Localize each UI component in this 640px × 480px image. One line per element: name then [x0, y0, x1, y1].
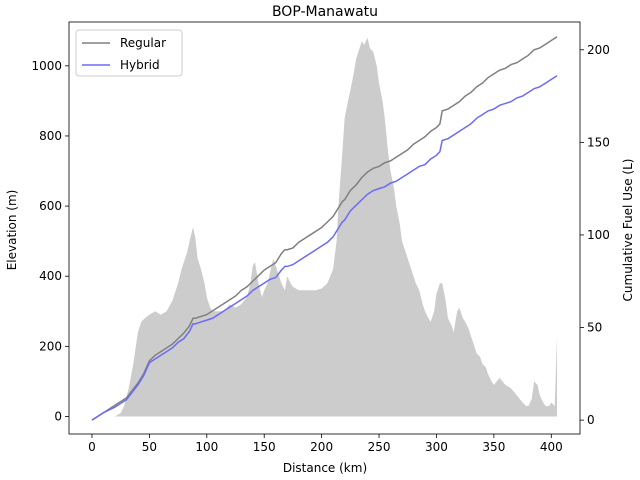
y2-tick-label: 100 [587, 228, 610, 242]
plot-area [68, 21, 581, 435]
series-line-regular [91, 36, 558, 421]
y2-tick-label: 0 [587, 413, 595, 427]
y-axis-left: 0 200 400 600 800 1000 [31, 59, 69, 423]
x-tick-label: 200 [310, 440, 333, 454]
series-line-hybrid [91, 75, 558, 421]
x-tick-label: 100 [195, 440, 218, 454]
y-tick-label: 1000 [31, 59, 62, 73]
y-axis-right: 0 50 100 150 200 [580, 43, 610, 427]
x-tick-label: 350 [482, 440, 505, 454]
x-tick-label: 400 [540, 440, 563, 454]
elevation-area [91, 37, 558, 417]
y-axis-label: Elevation (m) [5, 190, 19, 271]
series-layer [91, 36, 558, 421]
plot-frame [68, 21, 581, 435]
y-tick-label: 200 [39, 339, 62, 353]
legend-label-regular: Regular [120, 36, 166, 50]
x-tick-label: 50 [142, 440, 157, 454]
y-tick-label: 600 [39, 199, 62, 213]
x-axis: 0 50 100 150 200 250 300 350 400 [88, 434, 563, 454]
y2-tick-label: 150 [587, 135, 610, 149]
y2-axis-label: Cumulative Fuel Use (L) [621, 159, 635, 302]
x-tick-label: 250 [368, 440, 391, 454]
y-tick-label: 400 [39, 269, 62, 283]
x-tick-label: 300 [425, 440, 448, 454]
x-axis-label: Distance (km) [283, 461, 367, 475]
chart-title: BOP-Manawatu [272, 4, 378, 20]
x-tick-label: 0 [88, 440, 96, 454]
legend-label-hybrid: Hybrid [120, 58, 160, 72]
y-tick-label: 800 [39, 129, 62, 143]
legend: Regular Hybrid [75, 29, 183, 77]
y2-tick-label: 200 [587, 43, 610, 57]
y2-tick-label: 50 [587, 321, 602, 335]
x-tick-label: 150 [253, 440, 276, 454]
y-tick-label: 0 [54, 409, 62, 423]
